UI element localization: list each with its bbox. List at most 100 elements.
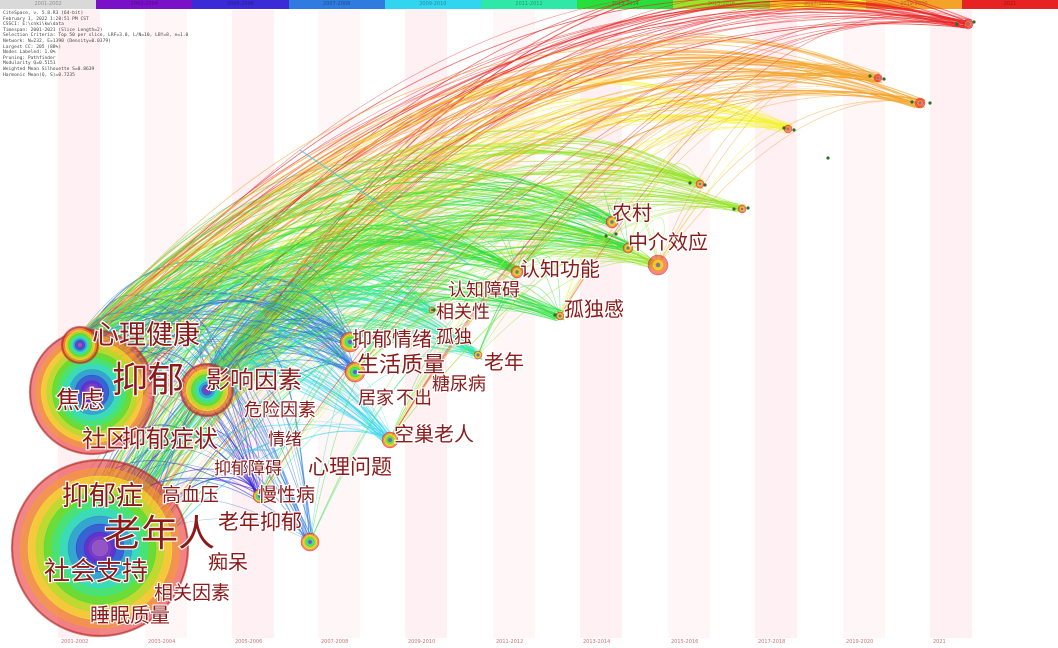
keyword-node xyxy=(873,73,883,83)
keyword-label: 抑郁障碍 xyxy=(214,459,282,479)
meta-line: Pruning: Pathfinder xyxy=(3,55,56,61)
cooccurrence-link xyxy=(79,311,387,441)
cooccurrence-link xyxy=(214,352,307,541)
cooccurrence-link xyxy=(98,43,874,412)
keyword-nodes xyxy=(10,18,976,638)
keyword-label: 抑郁 xyxy=(112,360,184,401)
keyword-label: 社区 xyxy=(82,425,130,453)
minor-node xyxy=(882,77,886,81)
cooccurrence-link xyxy=(204,75,923,387)
keyword-node xyxy=(510,265,524,279)
cooccurrence-link xyxy=(354,90,921,373)
minor-node xyxy=(746,206,750,210)
cooccurrence-link xyxy=(101,214,628,373)
cooccurrence-link xyxy=(516,95,921,273)
keyword-label: 心理健康 xyxy=(92,320,200,351)
cooccurrence-link xyxy=(118,70,876,374)
keyword-node xyxy=(339,331,361,353)
keyword-node xyxy=(179,362,235,418)
cooccurrence-link xyxy=(100,234,655,366)
slice-band xyxy=(930,10,972,638)
cooccurrence-link xyxy=(86,119,786,353)
cooccurrence-link xyxy=(75,223,660,348)
cooccurrence-link xyxy=(104,194,739,528)
meta-line: Harmonic Mean(Q, S)=0.7235 xyxy=(3,72,75,78)
cooccurrence-link xyxy=(349,304,561,343)
cooccurrence-link xyxy=(85,291,431,351)
cooccurrence-link xyxy=(116,189,746,546)
cooccurrence-link xyxy=(611,197,629,249)
cooccurrence-link xyxy=(627,106,789,249)
cooccurrence-link xyxy=(102,214,624,524)
cooccurrence-link xyxy=(88,239,660,383)
year-axis-label: 2005-2006 xyxy=(235,639,262,645)
cooccurrence-link xyxy=(74,98,786,532)
time-slice-10: 2021 xyxy=(961,0,1058,9)
keyword-label: 相关性 xyxy=(436,302,490,323)
cooccurrence-link xyxy=(477,285,561,356)
cooccurrence-link xyxy=(214,298,348,380)
keyword-label: 孤独感 xyxy=(564,297,624,321)
keyword-node xyxy=(605,215,619,229)
cooccurrence-link xyxy=(78,276,481,373)
cooccurrence-link xyxy=(74,273,564,346)
cooccurrence-link xyxy=(101,301,476,386)
time-slice-5: 2011-2012 xyxy=(480,0,578,9)
keyword-label: 情绪 xyxy=(268,430,302,450)
keyword-label: 抑郁症 xyxy=(62,481,143,512)
cooccurrence-link xyxy=(73,53,875,352)
keyword-label: 农村 xyxy=(612,201,652,225)
keyword-node xyxy=(647,254,669,276)
cooccurrence-link xyxy=(73,1,972,344)
cooccurrence-link xyxy=(77,324,388,440)
keyword-label: 老年人 xyxy=(104,512,215,555)
cooccurrence-link xyxy=(259,261,659,497)
meta-line: CiteSpace, v. 5.8.R3 (64-bit) xyxy=(3,11,84,16)
cooccurrence-link xyxy=(218,296,563,390)
cooccurrence-link xyxy=(198,36,874,391)
year-axis-label: 2009-2010 xyxy=(408,639,435,645)
cooccurrence-link xyxy=(87,197,608,548)
cooccurrence-link xyxy=(354,126,789,373)
minor-node xyxy=(688,181,692,185)
cooccurrence-link xyxy=(354,213,613,373)
year-axis-label: 2015-2016 xyxy=(671,639,698,645)
year-axis-label: 2021 xyxy=(933,639,946,645)
year-axis-label: 2001-2002 xyxy=(61,639,88,645)
keyword-label: 认知功能 xyxy=(520,257,600,281)
minor-node xyxy=(432,308,436,312)
cooccurrence-link xyxy=(349,232,629,343)
year-axis-label: 2011-2012 xyxy=(496,639,523,645)
cooccurrence-link xyxy=(657,125,789,266)
keyword-label: 痴呆 xyxy=(208,550,248,574)
cooccurrence-link xyxy=(259,21,969,497)
meta-line: Weighted Mean Silhouette S=0.8639 xyxy=(3,66,95,72)
cooccurrence-link xyxy=(309,176,701,543)
year-axis-label: 2007-2008 xyxy=(321,639,348,645)
keyword-label: 生活质量 xyxy=(357,353,445,378)
cooccurrence-link xyxy=(559,63,879,317)
cooccurrence-link xyxy=(134,85,916,566)
minor-node xyxy=(782,126,786,130)
cooccurrence-link xyxy=(559,118,789,317)
minor-node xyxy=(614,232,618,236)
keyword-label: 居家 xyxy=(358,388,394,409)
cooccurrence-link xyxy=(559,113,789,317)
cooccurrence-link xyxy=(98,39,880,414)
cooccurrence-link xyxy=(73,312,311,538)
cooccurrence-link xyxy=(101,173,741,375)
keyword-label: 焦虑 xyxy=(56,386,104,414)
cooccurrence-link xyxy=(107,242,633,571)
meta-line: Network: N=232, E=1390 (Density=0.0379) xyxy=(3,38,111,44)
slice-band xyxy=(755,10,797,638)
cooccurrence-link xyxy=(74,15,968,339)
cooccurrence-link xyxy=(389,206,743,441)
meta-line: Nodes Labeled: 1.0% xyxy=(3,50,56,56)
keyword-label: 社会支持 xyxy=(44,557,148,587)
cooccurrence-link xyxy=(657,71,879,266)
time-slice-1: 2003-2004 xyxy=(96,0,193,9)
keyword-label: 慢性病 xyxy=(258,484,315,506)
cooccurrence-link xyxy=(559,74,879,317)
year-axis-label: 2003-2004 xyxy=(148,639,175,645)
